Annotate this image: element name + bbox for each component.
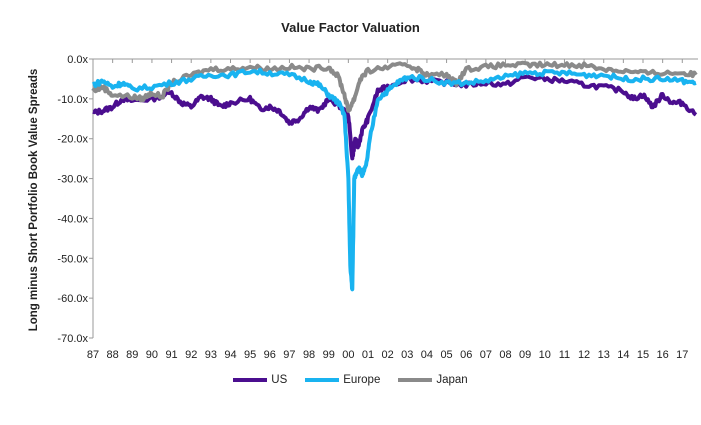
x-tick-label: 90: [146, 349, 158, 361]
legend-label-europe: Europe: [343, 374, 381, 386]
series-line-japan: [91, 60, 698, 113]
x-tick-label: 89: [126, 349, 138, 361]
legend-swatch-us: [233, 378, 268, 382]
x-tick-label: 08: [499, 349, 511, 361]
x-tick-label: 98: [303, 349, 315, 361]
x-tick-label: 16: [657, 349, 669, 361]
x-tick-label: 12: [578, 349, 590, 361]
x-tick-label: 99: [323, 349, 335, 361]
x-tick-label: 06: [460, 349, 472, 361]
y-tick-label: -70.0x: [57, 333, 88, 345]
y-tick-label: -50.0x: [57, 253, 88, 265]
x-tick-label: 09: [519, 349, 531, 361]
legend-label-us: US: [271, 374, 288, 386]
legend: US Europe Japan: [0, 374, 701, 386]
x-tick-label: 05: [440, 349, 452, 361]
chart-title: Value Factor Valuation: [281, 20, 420, 35]
y-tick-label: -10.0x: [57, 94, 88, 106]
x-tick-label: 92: [185, 349, 197, 361]
y-tick-label: -30.0x: [57, 174, 88, 186]
x-tick-label: 04: [421, 349, 433, 361]
x-tick-label: 07: [480, 349, 492, 361]
x-tick-label: 02: [382, 349, 394, 361]
legend-label-japan: Japan: [436, 374, 468, 386]
x-tick-label: 15: [637, 349, 649, 361]
legend-swatch-japan: [398, 378, 433, 382]
x-tick-label: 94: [224, 349, 236, 361]
x-tick-label: 01: [362, 349, 374, 361]
x-tick-label: 97: [283, 349, 295, 361]
x-tick-label: 17: [676, 349, 688, 361]
x-tick-label: 14: [617, 349, 629, 361]
x-tick-label: 11: [559, 349, 570, 361]
series-line-europe: [91, 67, 697, 292]
legend-item-europe: Europe: [305, 374, 380, 386]
series-line-us: [92, 74, 698, 161]
x-tick-label: 87: [87, 349, 99, 361]
x-tick-label: 93: [205, 349, 217, 361]
x-tick-label: 03: [401, 349, 413, 361]
x-tick-label: 88: [107, 349, 119, 361]
legend-item-japan: Japan: [398, 374, 468, 386]
legend-item-us: US: [233, 374, 287, 386]
x-tick-label: 13: [598, 349, 610, 361]
y-tick-label: -40.0x: [57, 213, 88, 225]
x-tick-label: 00: [342, 349, 354, 361]
y-tick-label: 0.0x: [67, 54, 88, 66]
x-tick-label: 96: [264, 349, 276, 361]
y-tick-label: -20.0x: [57, 134, 88, 146]
x-tick-label: 95: [244, 349, 256, 361]
y-tick-label: -60.0x: [57, 293, 88, 305]
legend-swatch-europe: [305, 378, 340, 382]
x-tick-label: 91: [165, 349, 177, 361]
x-tick-label: 10: [539, 349, 551, 361]
